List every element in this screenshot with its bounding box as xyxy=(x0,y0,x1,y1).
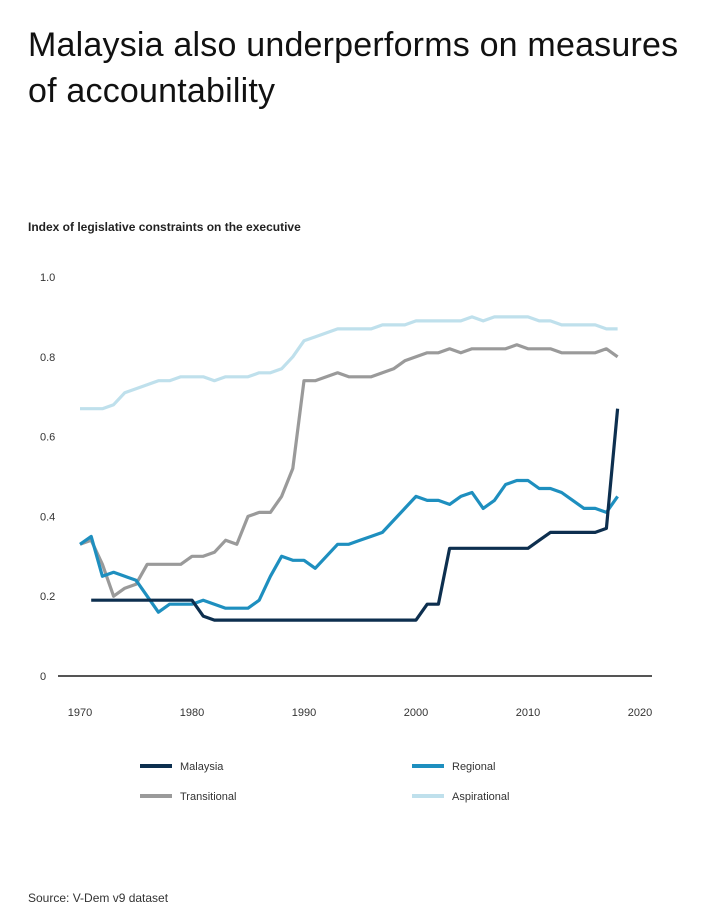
x-tick-label: 2010 xyxy=(516,707,540,719)
y-axis-ticks: 0 0.2 0.4 0.6 0.8 1.0 xyxy=(40,272,55,683)
y-tick-label: 0.4 xyxy=(40,511,55,523)
source-note: Source: V-Dem v9 dataset xyxy=(28,891,169,905)
y-tick-label: 0.2 xyxy=(40,591,55,603)
series-line-malaysia xyxy=(91,408,620,622)
legend-label: Regional xyxy=(452,761,495,773)
y-axis-label: Index of legislative constraints on the … xyxy=(28,220,301,234)
series-line-aspirational xyxy=(80,315,618,411)
x-tick-label: 1970 xyxy=(68,707,92,719)
legend-label: Transitional xyxy=(180,791,236,803)
series-line-regional xyxy=(79,478,619,614)
x-tick-label: 2000 xyxy=(404,707,428,719)
x-tick-label: 1990 xyxy=(292,707,316,719)
legend: Malaysia Regional Transitional Aspirational xyxy=(140,761,509,803)
legend-label: Aspirational xyxy=(452,791,509,803)
y-tick-label: 0 xyxy=(40,671,46,683)
chart-title: Malaysia also underperforms on measures … xyxy=(28,26,679,110)
x-tick-label: 1980 xyxy=(180,707,204,719)
x-tick-label: 2020 xyxy=(628,707,652,719)
line-chart: 0 0.2 0.4 0.6 0.8 1.0 1970 1980 1990 2000 2010 202… xyxy=(40,272,652,803)
series-lines xyxy=(79,315,620,622)
legend-item-aspirational: Aspirational xyxy=(412,791,509,803)
legend-label: Malaysia xyxy=(180,761,224,773)
y-tick-label: 1.0 xyxy=(40,272,55,284)
legend-item-regional: Regional xyxy=(412,761,495,773)
x-axis-ticks: 1970 1980 1990 2000 2010 2020 xyxy=(68,707,652,719)
series-line-transitional xyxy=(79,343,619,598)
y-tick-label: 0.8 xyxy=(40,352,55,364)
legend-item-malaysia: Malaysia xyxy=(140,761,224,773)
legend-item-transitional: Transitional xyxy=(140,791,236,803)
y-tick-label: 0.6 xyxy=(40,432,55,444)
